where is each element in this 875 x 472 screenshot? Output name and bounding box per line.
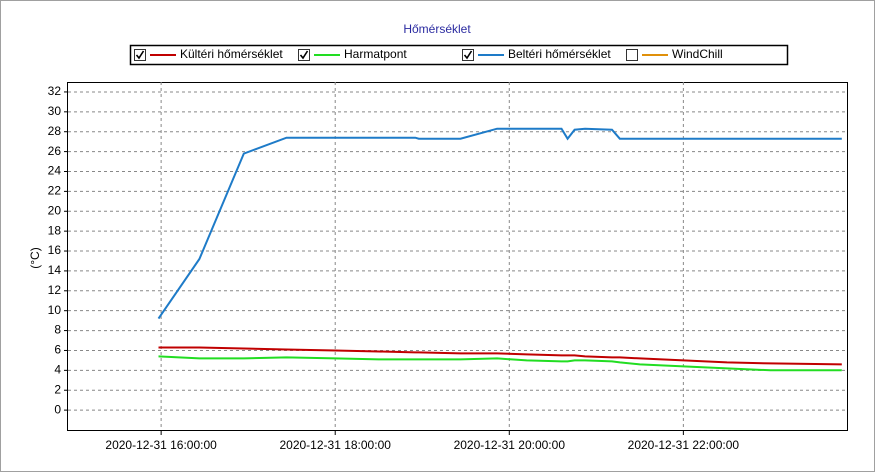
legend-label: Beltéri hőmérséklet	[508, 47, 611, 61]
x-tick-label: 2020-12-31 20:00:00	[454, 438, 566, 452]
y-tick-label: 30	[48, 104, 62, 118]
y-tick-label: 26	[48, 144, 62, 158]
x-tick-label: 2020-12-31 22:00:00	[628, 438, 740, 452]
x-tick-label: 2020-12-31 18:00:00	[279, 438, 391, 452]
legend-label: WindChill	[672, 47, 723, 61]
x-tick-label: 2020-12-31 16:00:00	[105, 438, 217, 452]
y-tick-label: 0	[54, 402, 61, 416]
y-tick-label: 12	[48, 283, 62, 297]
y-tick-label: 8	[54, 323, 61, 337]
legend-checkmark	[299, 50, 309, 60]
y-tick-label: 4	[54, 363, 61, 377]
y-tick-label: 20	[48, 203, 62, 217]
y-tick-label: 14	[48, 263, 62, 277]
y-axis-label: (°C)	[28, 247, 42, 268]
y-tick-label: 22	[48, 184, 62, 198]
y-tick-label: 32	[48, 84, 62, 98]
y-tick-label: 24	[48, 164, 62, 178]
legend-checkmark	[463, 50, 473, 60]
y-tick-label: 2	[54, 382, 61, 396]
chart-title: Hőmérséklet	[403, 22, 471, 36]
y-tick-label: 16	[48, 243, 62, 257]
legend-label: Harmatpont	[344, 47, 407, 61]
y-tick-label: 10	[48, 303, 62, 317]
legend-checkbox[interactable]	[626, 49, 638, 61]
legend-checkmark	[135, 50, 145, 60]
series-line	[158, 355, 842, 372]
legend-label: Kültéri hőmérséklet	[180, 47, 283, 61]
y-tick-label: 28	[48, 124, 62, 138]
plot-area	[67, 82, 848, 431]
series-line	[157, 127, 842, 320]
legend	[129, 44, 789, 66]
y-tick-label: 6	[54, 343, 61, 357]
y-tick-label: 18	[48, 223, 62, 237]
series-line	[158, 346, 842, 366]
